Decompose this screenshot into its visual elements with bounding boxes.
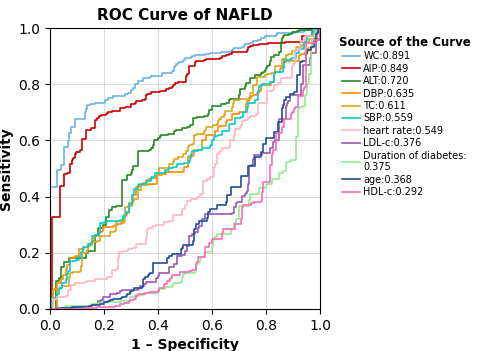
Legend: WC:0.891, AIP:0.849, ALT:0.720, DBP:0.635, TC:0.611, SBP:0.559, heart rate:0.549: WC:0.891, AIP:0.849, ALT:0.720, DBP:0.63… bbox=[336, 33, 473, 200]
Title: ROC Curve of NAFLD: ROC Curve of NAFLD bbox=[97, 8, 273, 23]
Y-axis label: Sensitivity: Sensitivity bbox=[0, 127, 12, 210]
X-axis label: 1 – Specificity: 1 – Specificity bbox=[131, 338, 239, 351]
